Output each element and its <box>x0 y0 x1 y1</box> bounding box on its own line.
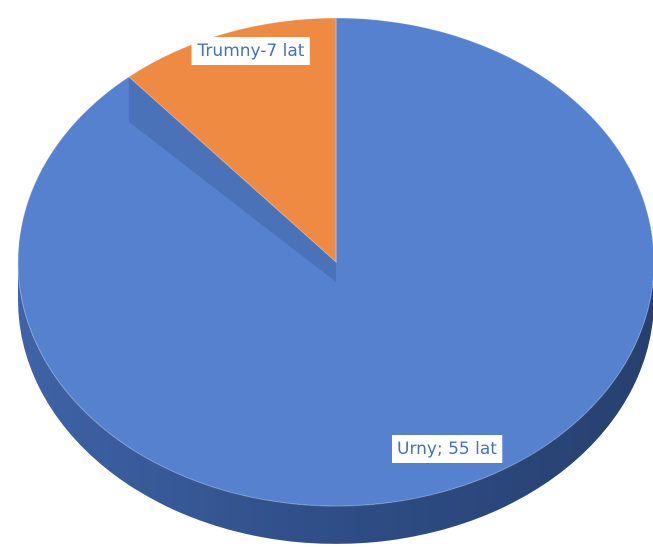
slice-wall <box>128 76 336 282</box>
data-label: Trumny-7 lat <box>197 41 305 61</box>
pie-slice <box>128 17 337 264</box>
pie-side <box>18 262 653 544</box>
data-label-box <box>191 37 310 65</box>
data-label: Urny; 55 lat <box>397 439 497 459</box>
data-label-box <box>392 435 503 463</box>
